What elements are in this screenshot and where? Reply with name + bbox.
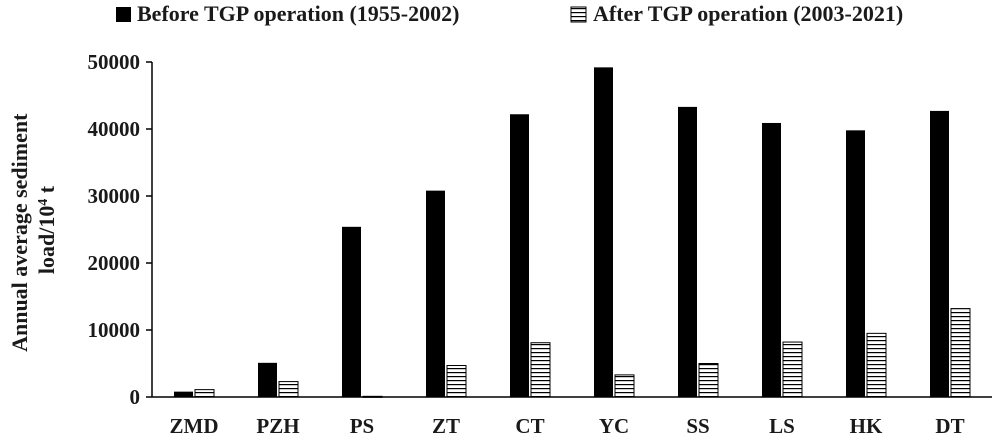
- y-axis-title-superscript: 4: [36, 199, 51, 206]
- legend: Before TGP operation (1955-2002) After T…: [116, 1, 903, 26]
- x-tick-label-zt: ZT: [432, 414, 460, 438]
- x-tick-label-hk: HK: [850, 414, 883, 438]
- bar-after-dt: [950, 308, 971, 398]
- y-axis-title-unit: load/10: [34, 206, 59, 274]
- legend-swatch-after: [570, 6, 587, 23]
- x-tick-label-pzh: PZH: [256, 414, 299, 438]
- x-tick-label-ct: CT: [515, 414, 544, 438]
- y-axis-ticks: 0 10000 20000 30000 40000 50000: [88, 50, 152, 409]
- bar-before-zmd: [174, 391, 193, 397]
- bar-before-ss: [678, 106, 697, 397]
- bar-before-zt: [426, 190, 445, 397]
- y-tick-label-1: 10000: [88, 318, 141, 342]
- bar-before-pzh: [258, 362, 277, 397]
- x-axis-labels: ZMD PZH PS ZT CT YC SS LS HK DT: [170, 414, 965, 438]
- bar-before-ls: [762, 122, 781, 397]
- x-tick-label-ls: LS: [769, 414, 795, 438]
- bar-before-yc: [594, 67, 613, 398]
- bar-after-ct: [530, 342, 551, 398]
- y-axis-title: Annual average sediment load/104 t: [7, 108, 59, 352]
- bars: [174, 67, 971, 398]
- bar-before-dt: [930, 110, 949, 397]
- x-tick-label-yc: YC: [599, 414, 629, 438]
- y-tick-label-3: 30000: [88, 184, 141, 208]
- legend-label-after: After TGP operation (2003-2021): [593, 1, 903, 26]
- bar-after-ls: [782, 341, 803, 398]
- bar-after-zmd: [194, 389, 215, 398]
- bar-after-hk: [866, 332, 887, 398]
- bar-after-ss: [698, 363, 719, 398]
- x-tick-label-dt: DT: [935, 414, 964, 438]
- bar-after-yc: [614, 374, 635, 398]
- bar-after-zt: [446, 365, 467, 398]
- legend-swatch-before: [116, 7, 131, 22]
- x-tick-label-ss: SS: [686, 414, 709, 438]
- y-tick-label-2: 20000: [88, 251, 141, 275]
- y-tick-label-0: 0: [130, 385, 141, 409]
- legend-label-before: Before TGP operation (1955-2002): [137, 1, 459, 26]
- y-axis-title-unit-suffix: t: [34, 185, 59, 199]
- x-tick-label-ps: PS: [350, 414, 375, 438]
- y-tick-label-5: 50000: [88, 50, 141, 74]
- y-tick-label-4: 40000: [88, 117, 141, 141]
- bar-before-hk: [846, 130, 865, 397]
- bar-before-ps: [342, 226, 361, 397]
- x-tick-label-zmd: ZMD: [170, 414, 219, 438]
- bar-after-pzh: [278, 381, 299, 398]
- bar-before-ct: [510, 114, 529, 397]
- y-axis-title-line2: load/104 t: [34, 185, 59, 274]
- y-axis-title-line1: Annual average sediment: [7, 113, 32, 352]
